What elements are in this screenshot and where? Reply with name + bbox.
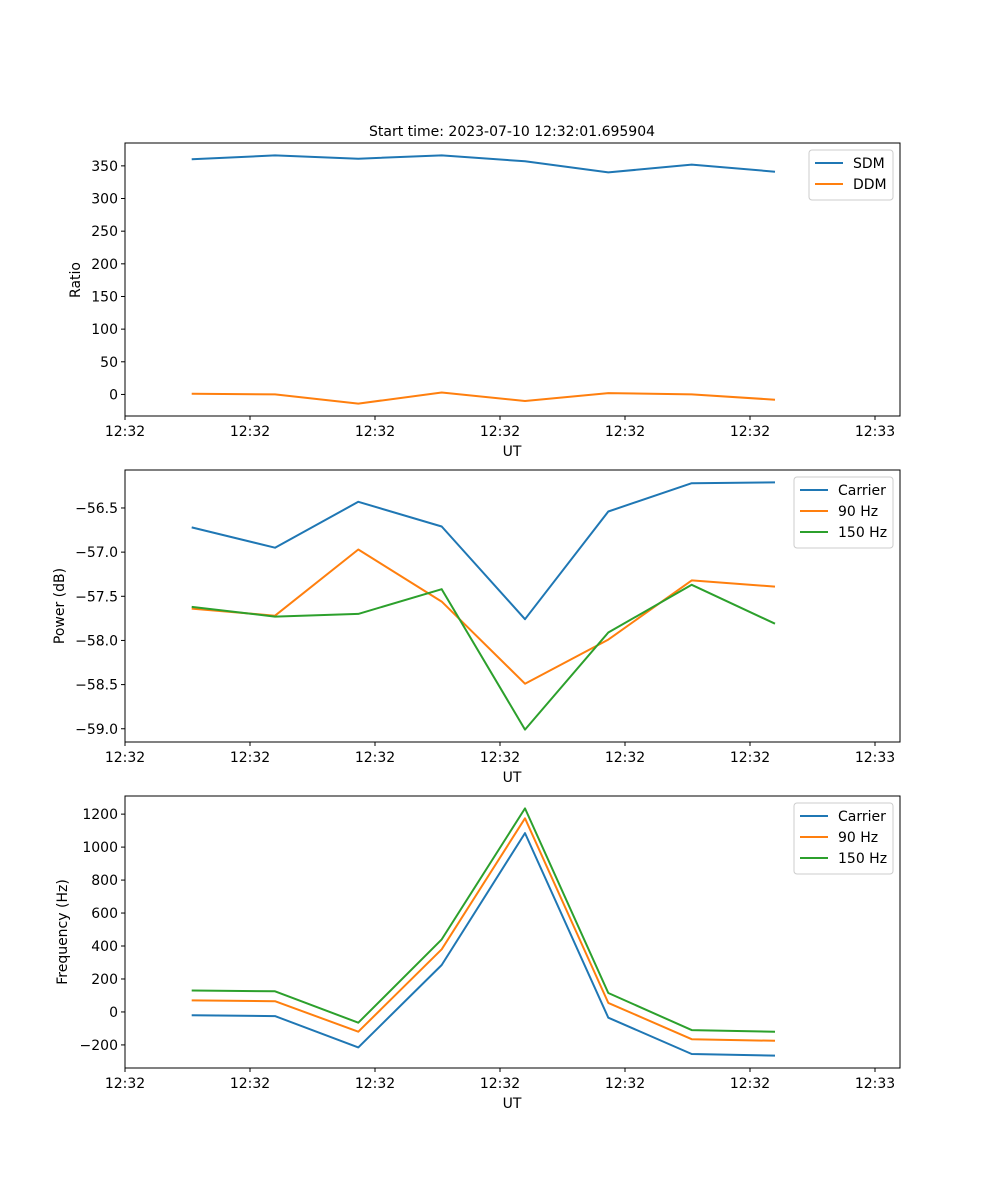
series-line-carrier: [191, 832, 776, 1057]
chart-title: Start time: 2023-07-10 12:32:01.695904: [369, 124, 655, 140]
x-tick-label: 12:32: [730, 424, 770, 440]
x-tick-label: 12:32: [355, 1076, 395, 1092]
legend-label-carrier: Carrier: [838, 483, 886, 499]
series-line-150-hz: [191, 807, 776, 1033]
y-tick-label: 200: [91, 257, 118, 273]
y-tick-label: −57.5: [75, 589, 118, 605]
y-tick-label: 350: [91, 159, 118, 175]
y-tick-label: −58.5: [75, 678, 118, 694]
y-tick-label: 1200: [82, 807, 118, 823]
series-line-90-hz: [191, 548, 776, 685]
ratio-panel: Start time: 2023-07-10 12:32:01.695904 1…: [68, 124, 901, 460]
y-tick-label: 250: [91, 224, 118, 240]
y-tick-label: −200: [80, 1038, 118, 1054]
y-tick-label: −57.0: [75, 545, 118, 561]
y-tick-label: −56.5: [75, 501, 118, 517]
y-tick-label: 600: [91, 906, 118, 922]
legend-label-carrier: Carrier: [838, 809, 886, 825]
y-tick-label: 0: [109, 1005, 118, 1021]
series-line-carrier: [191, 481, 776, 621]
x-tick-label: 12:32: [230, 1076, 270, 1092]
x-tick-label: 12:32: [230, 424, 270, 440]
y-axis-label: Power (dB): [52, 568, 68, 644]
x-tick-label: 12:32: [105, 750, 145, 766]
legend-frame: [793, 476, 894, 549]
x-tick-label: 12:32: [605, 750, 645, 766]
y-tick-label: 800: [91, 873, 118, 889]
legend-frame: [793, 802, 894, 875]
plot-frame: [124, 469, 901, 743]
x-tick-label: 12:32: [355, 424, 395, 440]
x-tick-label: 12:33: [855, 424, 895, 440]
x-axis-label: UT: [503, 1096, 522, 1112]
x-tick-label: 12:33: [855, 750, 895, 766]
legend-label-sdm: SDM: [853, 156, 885, 172]
x-tick-label: 12:32: [105, 424, 145, 440]
x-tick-label: 12:32: [605, 1076, 645, 1092]
x-axis-label: UT: [503, 770, 522, 786]
x-tick-label: 12:32: [480, 750, 520, 766]
y-tick-label: −59.0: [75, 722, 118, 738]
legend-label-90-hz: 90 Hz: [838, 504, 878, 520]
y-axis-label: Frequency (Hz): [55, 879, 71, 985]
plot-frame: [124, 795, 901, 1069]
y-tick-label: 300: [91, 192, 118, 208]
x-tick-label: 12:32: [355, 750, 395, 766]
legend-label-150-hz: 150 Hz: [838, 851, 887, 867]
x-tick-label: 12:32: [230, 750, 270, 766]
x-axis-label: UT: [503, 444, 522, 460]
frequency-panel: 12:32 12:32 12:32 12:32 12:32 12:32 12:33 −200 0…: [55, 795, 901, 1112]
x-tick-label: 12:32: [480, 1076, 520, 1092]
y-tick-label: 150: [91, 289, 118, 305]
series-line-ddm: [191, 391, 776, 405]
y-tick-label: −58.0: [75, 633, 118, 649]
series-line-90-hz: [191, 817, 776, 1042]
legend-label-90-hz: 90 Hz: [838, 830, 878, 846]
y-tick-label: 1000: [82, 840, 118, 856]
y-tick-label: 400: [91, 939, 118, 955]
x-tick-label: 12:32: [105, 1076, 145, 1092]
x-tick-label: 12:32: [480, 424, 520, 440]
series-line-150-hz: [191, 583, 776, 731]
x-tick-label: 12:32: [730, 1076, 770, 1092]
x-tick-label: 12:33: [855, 1076, 895, 1092]
legend-label-ddm: DDM: [853, 177, 887, 193]
y-tick-label: 0: [109, 387, 118, 403]
plot-frame: [124, 142, 901, 417]
legend-label-150-hz: 150 Hz: [838, 525, 887, 541]
y-axis-label: Ratio: [68, 262, 84, 298]
series-line-sdm: [191, 154, 776, 174]
y-tick-label: 50: [100, 355, 118, 371]
x-tick-label: 12:32: [605, 424, 645, 440]
x-tick-label: 12:32: [730, 750, 770, 766]
y-tick-label: 200: [91, 972, 118, 988]
y-tick-label: 100: [91, 322, 118, 338]
power-panel: 12:32 12:32 12:32 12:32 12:32 12:32 12:33 −59.0…: [52, 469, 901, 786]
